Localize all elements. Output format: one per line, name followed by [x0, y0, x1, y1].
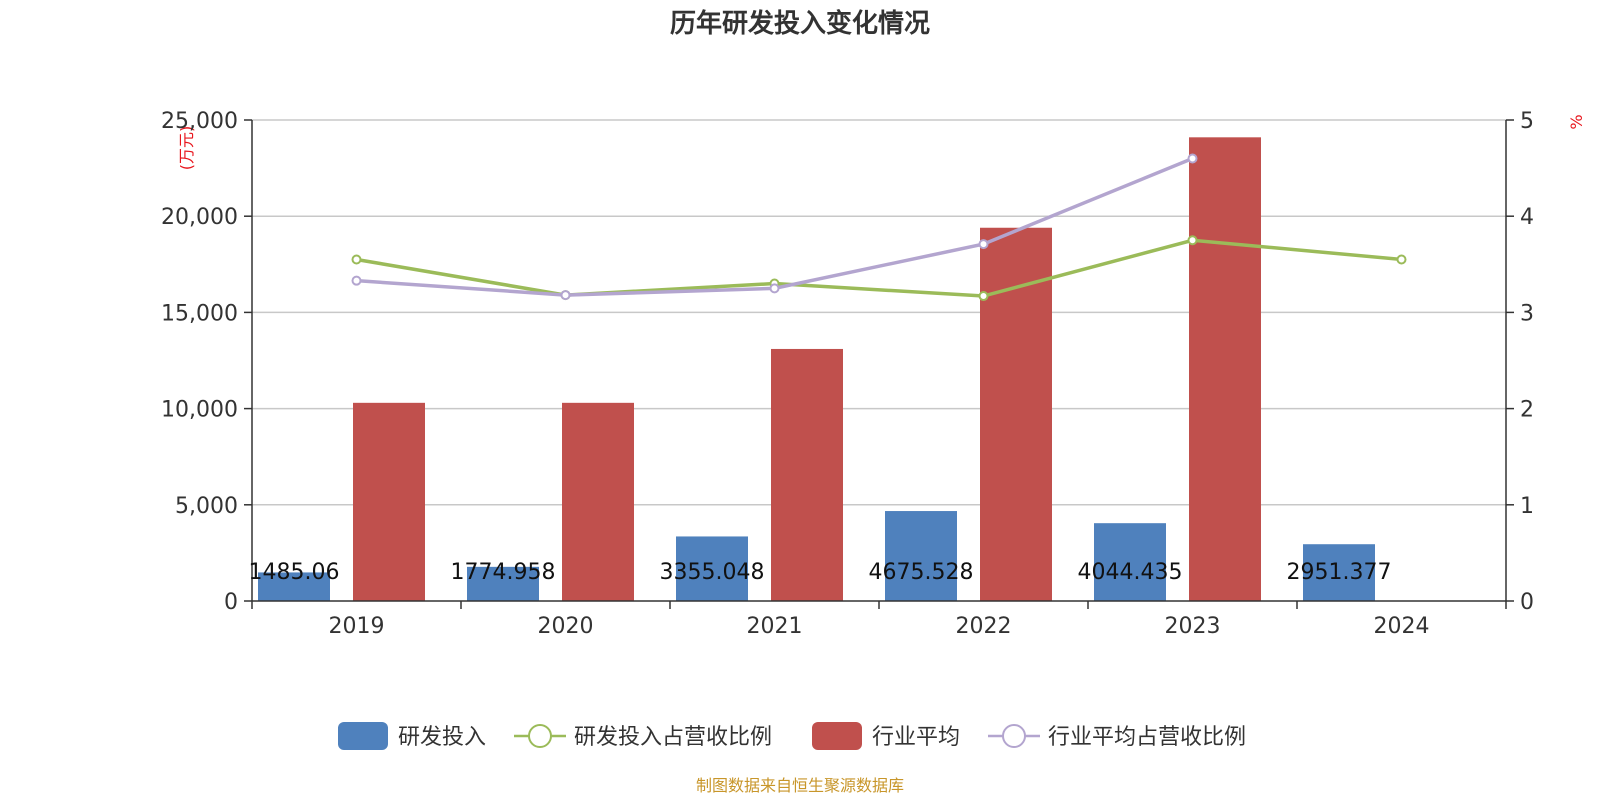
bar-data-label: 4675.528	[869, 560, 974, 585]
y-left-tick-label: 5,000	[175, 494, 238, 519]
bar-data-label: 4044.435	[1078, 560, 1183, 585]
y-left-tick-label: 25,000	[161, 109, 238, 134]
x-tick-label: 2021	[747, 614, 803, 639]
y-right-tick-label: 0	[1520, 590, 1534, 615]
y-left-tick-label: 0	[224, 590, 238, 615]
legend: 研发投入 研发投入占营收比例 行业平均 行业平均占营收比例	[338, 722, 1246, 750]
legend-label: 行业平均	[872, 725, 960, 750]
line-point	[978, 291, 989, 302]
bar-研发投入	[467, 566, 539, 601]
legend-label: 研发投入占营收比例	[574, 725, 772, 750]
y-right-unit: %	[1567, 114, 1586, 129]
bar-行业平均	[562, 402, 634, 601]
legend-swatch	[338, 722, 388, 750]
legend-marker	[528, 724, 552, 748]
lines	[351, 153, 1407, 302]
line-point	[1187, 235, 1198, 246]
legend-label: 研发投入	[398, 725, 486, 750]
bar-研发投入	[258, 572, 330, 601]
data-labels: 1485.06 1774.958 3355.048 4675.528 4044.435 2…	[249, 560, 1392, 585]
line-point	[560, 290, 571, 301]
chart-title: 历年研发投入变化情况	[670, 8, 930, 39]
y-right-tick-label: 5	[1520, 109, 1534, 134]
y-right-tick-label: 4	[1520, 205, 1534, 230]
line-point	[351, 254, 362, 265]
source-note: 制图数据来自恒生聚源数据库	[696, 776, 904, 795]
x-tick-label: 2022	[956, 614, 1012, 639]
bar-研发投入	[1303, 544, 1375, 601]
bar-研发投入	[885, 511, 957, 601]
bar-data-label: 3355.048	[660, 560, 765, 585]
x-tick-label: 2024	[1374, 614, 1430, 639]
legend-marker	[1002, 724, 1026, 748]
bar-data-label: 2951.377	[1287, 560, 1392, 585]
line-point	[351, 275, 362, 286]
y-left-tick-label: 20,000	[161, 205, 238, 230]
x-tick-label: 2019	[329, 614, 385, 639]
bar-data-label: 1774.958	[451, 560, 556, 585]
axes: 0 5,000 10,000 15,000 20,000 25,000 0 1 2 3 4 5 2019…	[161, 109, 1534, 639]
bar-行业平均	[1189, 137, 1261, 602]
line-point	[769, 283, 780, 294]
line-point	[1187, 153, 1198, 164]
bar-研发投入	[676, 536, 748, 601]
x-tick-label: 2020	[538, 614, 594, 639]
line-研发投入占营收比例	[356, 238, 1402, 298]
x-tick-label: 2023	[1165, 614, 1221, 639]
legend-swatch	[812, 722, 862, 750]
y-left-tick-label: 15,000	[161, 301, 238, 326]
y-left-tick-label: 10,000	[161, 398, 238, 423]
line-point	[978, 239, 989, 250]
y-left-unit: (万元)	[177, 126, 196, 171]
bars	[258, 137, 1375, 602]
grid	[252, 119, 1506, 506]
line-point	[1396, 254, 1407, 265]
y-right-tick-label: 1	[1520, 494, 1534, 519]
bar-研发投入	[1094, 523, 1166, 601]
legend-label: 行业平均占营收比例	[1048, 725, 1246, 750]
bar-行业平均	[980, 227, 1052, 601]
y-right-tick-label: 3	[1520, 301, 1534, 326]
bar-行业平均	[353, 402, 425, 601]
bar-data-label: 1485.06	[249, 560, 340, 585]
bar-行业平均	[771, 348, 843, 601]
y-right-tick-label: 2	[1520, 398, 1534, 423]
